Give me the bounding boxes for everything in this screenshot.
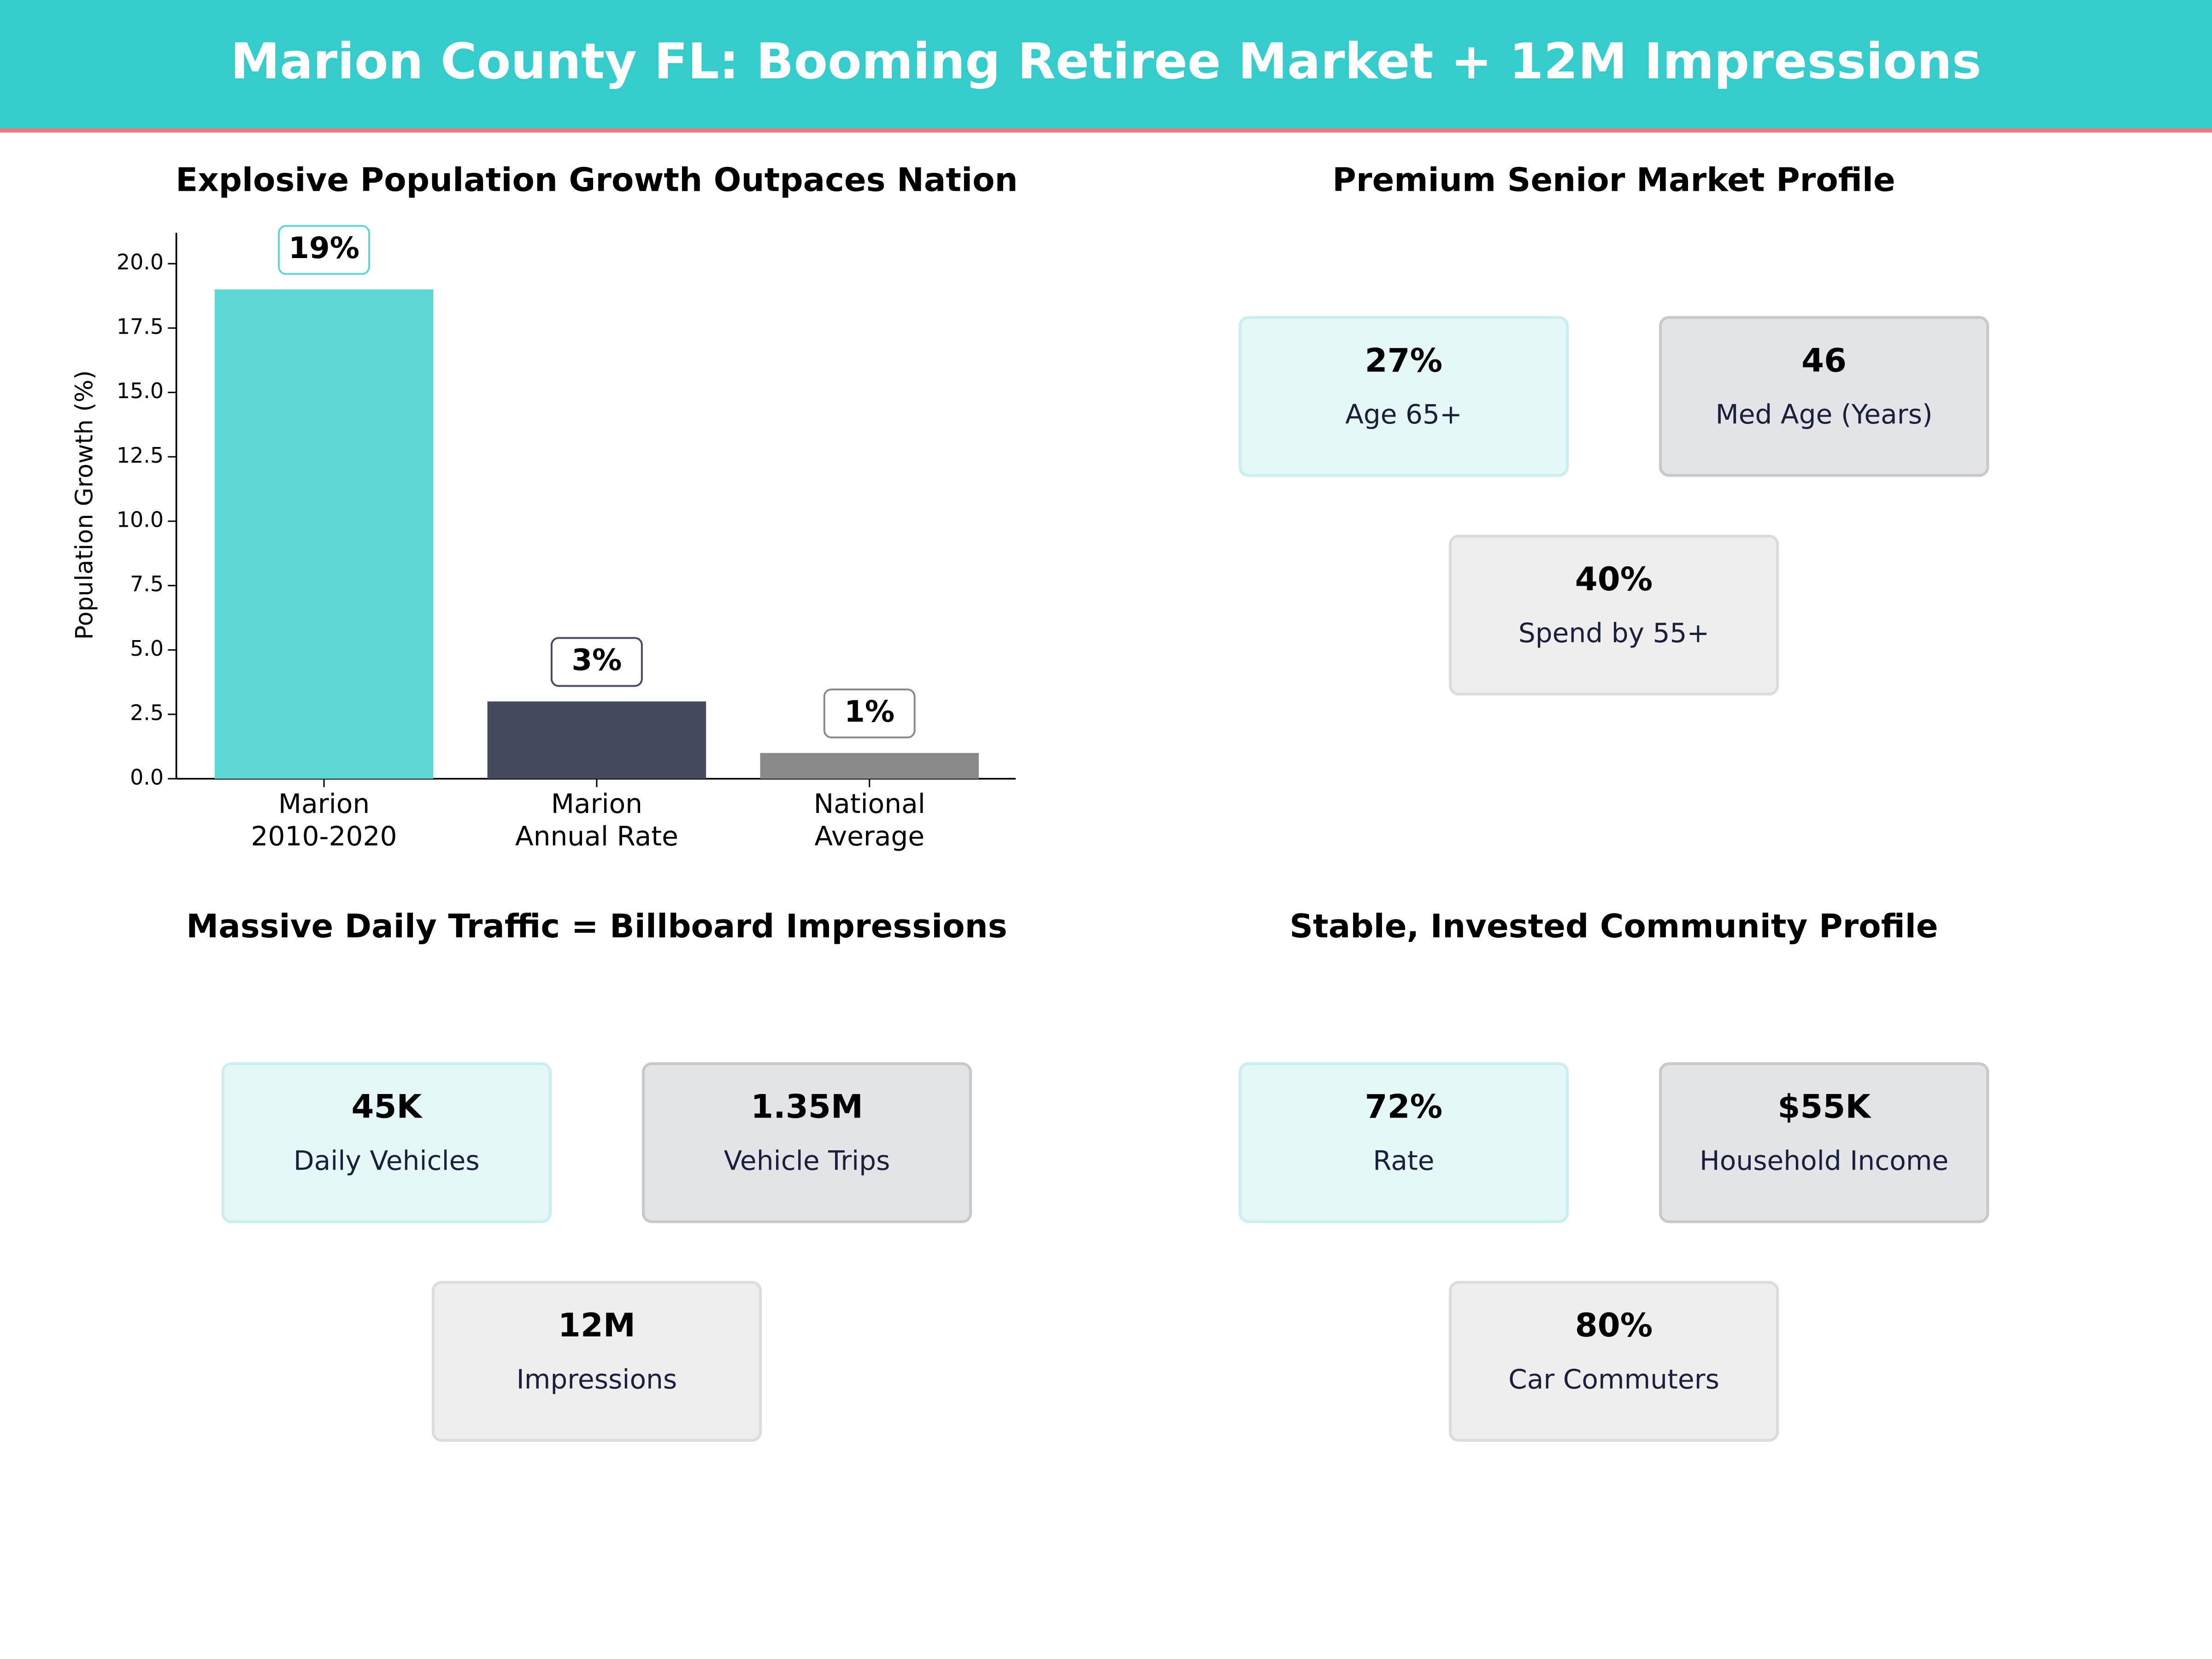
card-value: 1.35M bbox=[751, 1088, 863, 1126]
x-tick-label: Annual Rate bbox=[515, 820, 678, 852]
value-label-box bbox=[550, 637, 643, 687]
x-tick-label: National bbox=[814, 788, 925, 819]
card-value: 40% bbox=[1575, 560, 1653, 598]
value-label: 3% bbox=[571, 643, 622, 677]
card-value: $55K bbox=[1777, 1088, 1871, 1126]
value-label: 19% bbox=[288, 231, 359, 265]
panel-title: Stable, Invested Community Profile bbox=[1289, 907, 1938, 945]
panel-title: Premium Senior Market Profile bbox=[1332, 161, 1895, 199]
card-box bbox=[221, 1062, 552, 1224]
kpi-card: $55K Household Income bbox=[1659, 1062, 1989, 1224]
y-tick-label: 15.0 bbox=[117, 378, 164, 403]
card-label: Med Age (Years) bbox=[1716, 399, 1933, 430]
card-label: Car Commuters bbox=[1508, 1364, 1719, 1395]
bar bbox=[214, 289, 434, 779]
x-tick-label: 2010-2020 bbox=[251, 820, 397, 852]
panel-title: Massive Daily Traffic = Billboard Impres… bbox=[186, 907, 1007, 945]
card-label: Impressions bbox=[517, 1364, 677, 1395]
y-tick-label: 5.0 bbox=[130, 636, 164, 661]
y-axis-label: Population Growth (%) bbox=[71, 371, 99, 640]
value-label-box bbox=[278, 225, 371, 275]
card-value: 12M bbox=[558, 1306, 635, 1344]
chart-title: Explosive Population Growth Outpaces Nat… bbox=[176, 161, 1018, 199]
y-tick-label: 10.0 bbox=[117, 507, 164, 532]
card-box bbox=[1659, 316, 1989, 477]
y-tick-label: 20.0 bbox=[117, 250, 164, 275]
kpi-card: 72% Rate bbox=[1238, 1062, 1569, 1224]
kpi-card: 40% Spend by 55+ bbox=[1448, 535, 1779, 696]
bar bbox=[760, 753, 979, 779]
header-rule bbox=[0, 128, 2212, 133]
x-tick-label: Marion bbox=[278, 788, 370, 819]
card-label: Rate bbox=[1373, 1145, 1434, 1177]
card-value: 46 bbox=[1801, 341, 1847, 379]
card-label: Daily Vehicles bbox=[294, 1145, 480, 1177]
card-value: 27% bbox=[1365, 341, 1442, 379]
card-box bbox=[1238, 316, 1569, 477]
card-label: Vehicle Trips bbox=[724, 1145, 890, 1177]
card-value: 45K bbox=[352, 1088, 423, 1126]
y-tick-label: 7.5 bbox=[130, 571, 164, 596]
y-tick-label: 12.5 bbox=[117, 443, 164, 468]
card-box bbox=[1448, 1281, 1779, 1442]
y-tick-label: 0.0 bbox=[130, 765, 164, 789]
card-label: Age 65+ bbox=[1345, 399, 1462, 430]
bar bbox=[487, 701, 706, 779]
kpi-card: 46 Med Age (Years) bbox=[1659, 316, 1989, 477]
card-value: 80% bbox=[1575, 1306, 1653, 1344]
header-band bbox=[0, 0, 2212, 129]
y-tick-label: 17.5 bbox=[117, 314, 164, 339]
card-value: 72% bbox=[1365, 1088, 1442, 1126]
card-box bbox=[1448, 535, 1779, 696]
card-box bbox=[1659, 1062, 1989, 1224]
value-label-box bbox=[823, 688, 916, 739]
card-box bbox=[431, 1281, 762, 1442]
kpi-card: 45K Daily Vehicles bbox=[221, 1062, 552, 1224]
x-tick-label: Average bbox=[814, 820, 924, 852]
page-title: Marion County FL: Booming Retiree Market… bbox=[231, 33, 1982, 90]
x-tick-label: Marion bbox=[551, 788, 642, 819]
value-label: 1% bbox=[844, 694, 894, 729]
card-label: Spend by 55+ bbox=[1518, 618, 1709, 649]
card-label: Household Income bbox=[1700, 1145, 1948, 1177]
y-tick-label: 2.5 bbox=[130, 700, 164, 725]
kpi-card: 27% Age 65+ bbox=[1238, 316, 1569, 477]
kpi-card: 12M Impressions bbox=[431, 1281, 762, 1442]
kpi-card: 1.35M Vehicle Trips bbox=[641, 1062, 972, 1224]
card-box bbox=[1238, 1062, 1569, 1224]
card-box bbox=[641, 1062, 972, 1224]
kpi-card: 80% Car Commuters bbox=[1448, 1281, 1779, 1442]
